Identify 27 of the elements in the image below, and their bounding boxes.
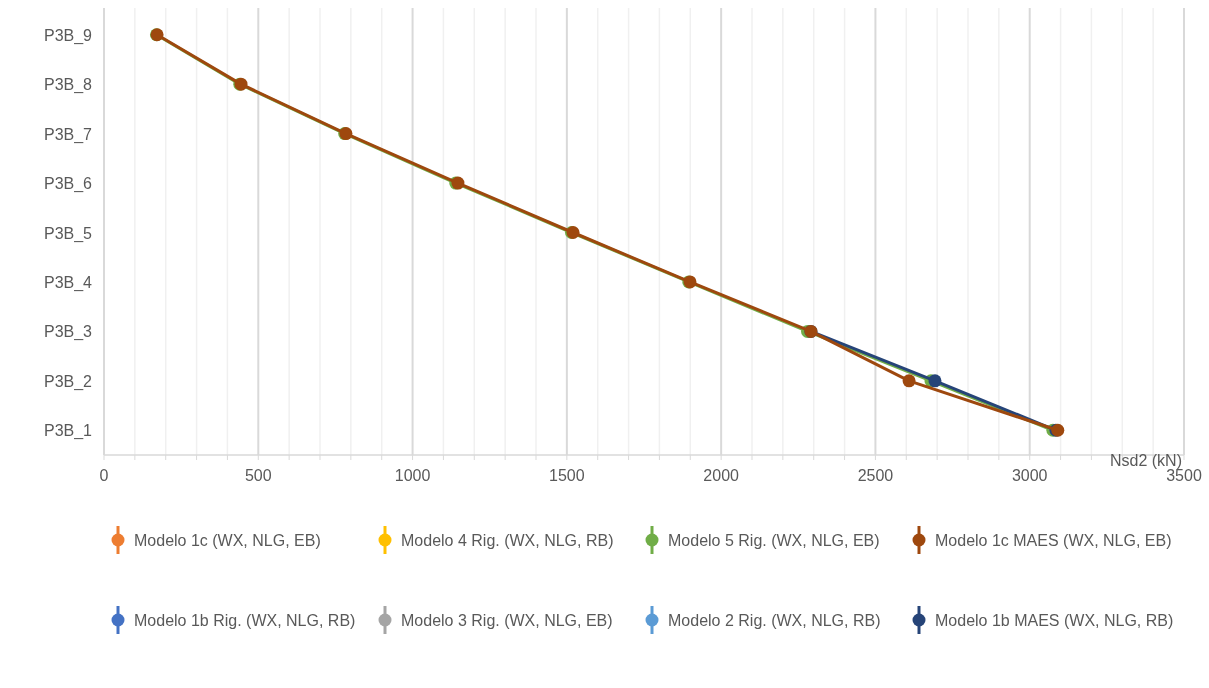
y-tick-label: P3B_5 — [43, 224, 93, 243]
y-tick-label: P3B_2 — [43, 372, 93, 391]
x-tick-label: 3000 — [1011, 467, 1048, 484]
legend-label: Modelo 1c (WX, NLG, EB) — [134, 532, 321, 549]
x-tick-label: 2000 — [703, 467, 740, 484]
y-tick-label: P3B_1 — [43, 422, 93, 441]
y-tick-label: P3B_6 — [43, 175, 93, 194]
point — [902, 374, 916, 388]
x-tick-label: 500 — [244, 467, 272, 484]
y-tick-label: P3B_3 — [43, 323, 93, 342]
legend-label: Modelo 1c MAES (WX, NLG, EB) — [935, 532, 1172, 549]
x-tick-label: 1000 — [394, 467, 431, 484]
x-tick-label: 0 — [99, 467, 109, 484]
legend-label: Modelo 4 Rig. (WX, NLG, RB) — [401, 532, 614, 549]
x-axis-title: Nsd2 (kN) — [1109, 452, 1182, 469]
x-tick-label: 2500 — [857, 467, 894, 484]
y-tick-label: P3B_4 — [43, 273, 93, 292]
point — [928, 374, 942, 388]
y-tick-label: P3B_7 — [43, 125, 93, 144]
x-tick-label: 1500 — [549, 467, 585, 484]
legend-label: Modelo 5 Rig. (WX, NLG, EB) — [668, 532, 880, 549]
legend-label: Modelo 1b MAES (WX, NLG, RB) — [935, 612, 1174, 629]
legend-label: Modelo 1b Rig. (WX, NLG, RB) — [134, 612, 356, 629]
legend-label: Modelo 3 Rig. (WX, NLG, EB) — [401, 612, 613, 629]
y-tick-label: P3B_9 — [43, 26, 93, 45]
y-tick-label: P3B_8 — [43, 76, 93, 95]
legend-label: Modelo 2 Rig. (WX, NLG, RB) — [668, 612, 881, 629]
